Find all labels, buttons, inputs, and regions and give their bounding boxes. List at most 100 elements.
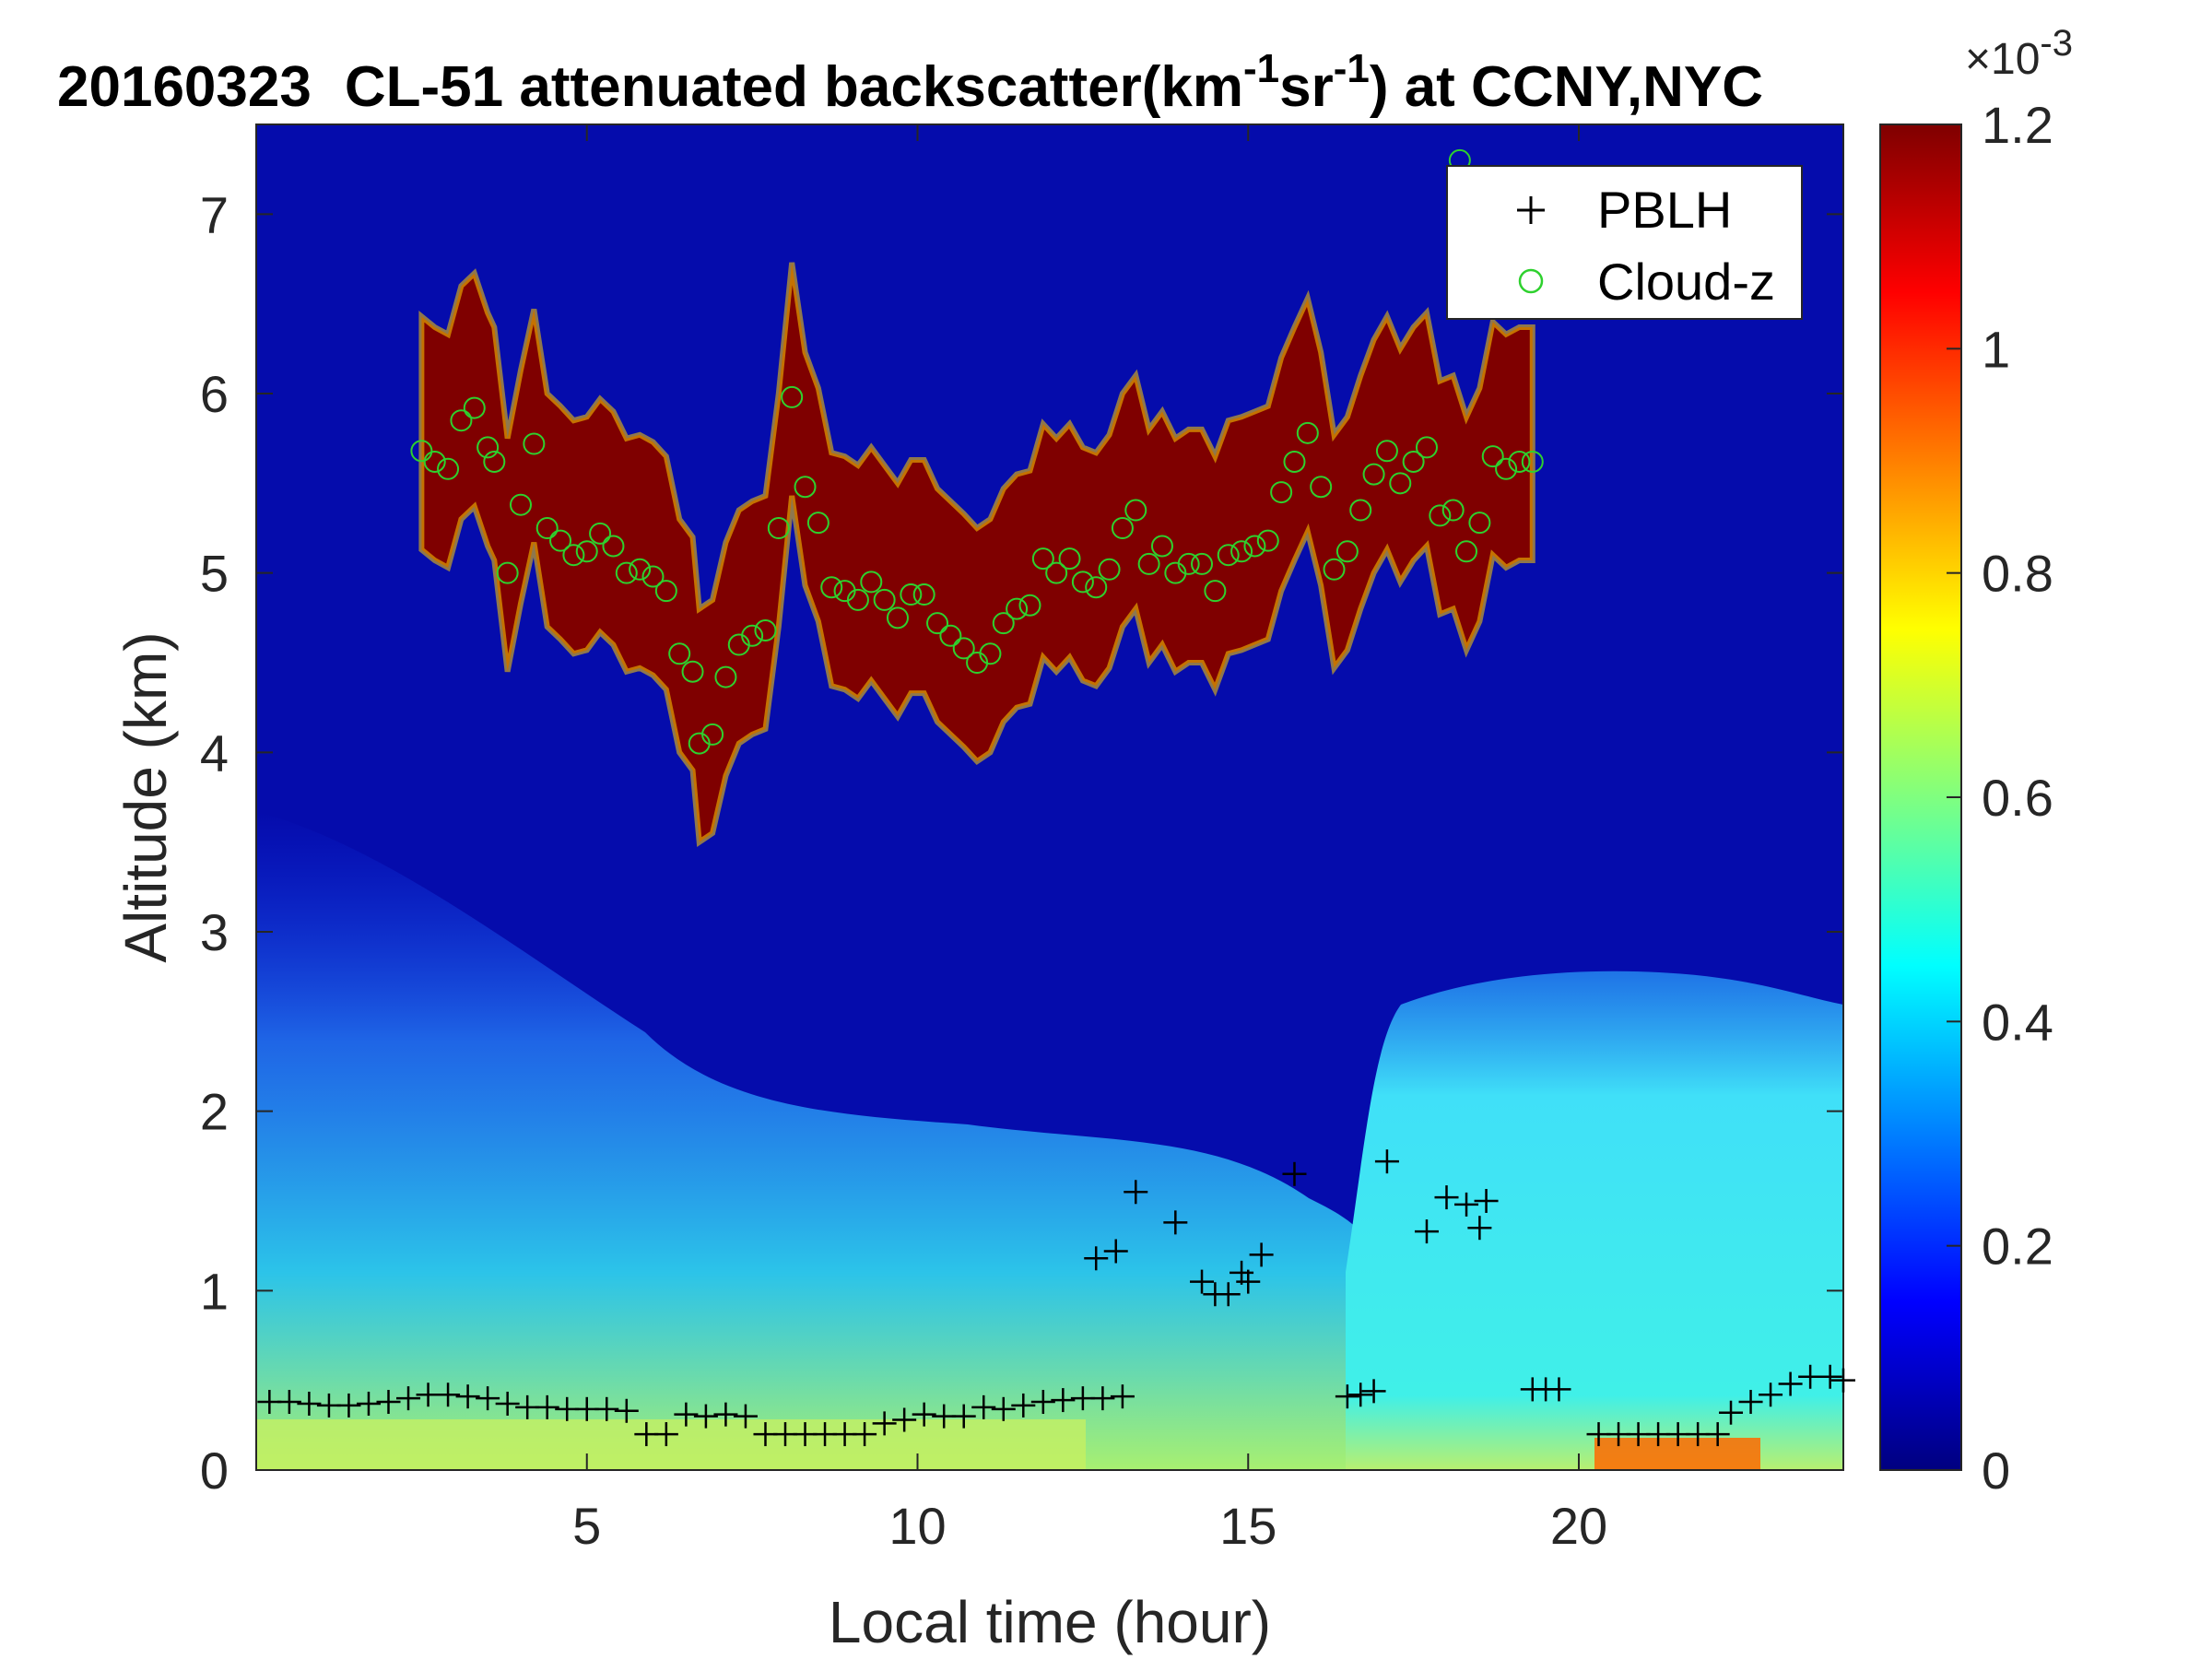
afternoon-aerosol-layer (1346, 971, 1843, 1470)
cloud-z-point (1256, 529, 1279, 552)
x-axis-label: Local time (hour) (829, 1589, 1271, 1655)
cloud-z-point (450, 409, 473, 432)
cloud-z-point (1468, 512, 1491, 535)
cloud-z-point (714, 665, 737, 688)
x-tick-label: 5 (572, 1497, 601, 1555)
pblh-point (1434, 1185, 1459, 1210)
pblh-point (1216, 1282, 1241, 1307)
cloud-z-point (1335, 540, 1359, 563)
pblh-point (1084, 1246, 1109, 1271)
pblh-point (356, 1391, 381, 1416)
cloud-z-point (1191, 552, 1214, 575)
cloud-z-point (562, 544, 585, 567)
pblh-point (1467, 1216, 1492, 1241)
x-tick-label: 10 (888, 1497, 946, 1555)
pblh-point (733, 1404, 758, 1429)
y-tick-label: 6 (200, 365, 229, 423)
y-tick-label: 4 (200, 724, 229, 782)
cloud-z-point (900, 583, 923, 606)
cloud-z-point (1098, 558, 1121, 581)
cloud-z-point (535, 517, 559, 539)
y-tick-label: 5 (200, 545, 229, 603)
cloud-z-point (860, 571, 883, 594)
pblh-point (1163, 1210, 1188, 1235)
legend-pblh-marker (1517, 196, 1545, 224)
pblh-point (1051, 1388, 1076, 1413)
title-main: CL-51 attenuated backscatter(km (345, 55, 1243, 119)
pblh-point (1547, 1377, 1571, 1402)
cloud-z-point (423, 450, 446, 473)
cloud-z-point (1006, 597, 1029, 620)
pblh-point (693, 1404, 718, 1429)
cloud-z-point (820, 576, 843, 599)
cloud-z-point (1429, 504, 1452, 527)
pblh-point (1759, 1382, 1783, 1407)
chart-title: 20160323 CL-51 attenuated backscatter(km -… (57, 46, 1763, 119)
cloud-z-point (496, 561, 519, 584)
colorbar-tick-label: 1.2 (1982, 96, 2053, 154)
pblh-point (1374, 1149, 1399, 1174)
cloud-z-point (410, 440, 433, 463)
cloud-z-point (939, 624, 962, 647)
cloud-z-series (410, 148, 1544, 755)
cloud-z-point (912, 583, 935, 606)
pblh-point (276, 1390, 301, 1415)
pblh-point (653, 1422, 678, 1447)
cloud-z-point (794, 476, 817, 499)
surface-layer-warm (256, 1419, 1086, 1470)
title-exp2: -1 (1334, 46, 1370, 91)
pblh-point (1090, 1386, 1115, 1411)
title-date: 20160323 (57, 55, 312, 119)
pblh-point (1831, 1368, 1855, 1393)
pblh-point (1474, 1189, 1499, 1213)
pblh-point (951, 1404, 976, 1429)
pblh-point (1778, 1371, 1803, 1396)
cloud-z-point (1031, 547, 1054, 571)
colorbar-tick-label: 0 (1982, 1441, 2010, 1500)
cloud-z-point (1150, 535, 1173, 558)
cloud-z-point (1283, 450, 1306, 473)
cloud-z-point (701, 723, 724, 746)
pblh-point (1124, 1180, 1148, 1205)
x-tick-label: 20 (1550, 1497, 1607, 1555)
cloud-z-point (575, 540, 598, 563)
y-tick-label: 3 (200, 903, 229, 961)
cloud-z-point (1243, 535, 1266, 558)
legend-pblh-label: PBLH (1597, 181, 1732, 239)
colorbar-exponent-base: ×10 (1965, 35, 2040, 84)
cloud-z-point (1481, 445, 1504, 468)
cloud-z-point (846, 588, 869, 611)
cloud-z-point (1310, 476, 1333, 499)
cloud-z-point (1521, 450, 1544, 473)
cloud-z-point (1415, 436, 1438, 459)
pblh-series (257, 1149, 1855, 1447)
cloud-z-point (629, 558, 652, 581)
legend-cloud-label: Cloud-z (1597, 253, 1775, 311)
pblh-point (1249, 1242, 1274, 1267)
cloud-z-point (615, 561, 638, 584)
cloud-z-point (1137, 552, 1160, 575)
pblh-point (436, 1382, 461, 1407)
pblh-point (971, 1394, 996, 1419)
colorbar-exponent-power: -3 (2040, 23, 2073, 64)
cloud-z-point (1349, 499, 1372, 522)
cloud-z-point (1375, 440, 1398, 463)
colorbar-exponent: ×10-3 (1965, 23, 2073, 84)
pblh-point (1738, 1390, 1763, 1415)
pblh-point (297, 1391, 322, 1416)
pblh-point (476, 1386, 500, 1411)
cloud-z-point (1230, 540, 1253, 563)
cloud-z-point (1508, 450, 1531, 473)
colorbar-tick-label: 0.8 (1982, 545, 2053, 603)
pblh-point (614, 1398, 639, 1423)
cloud-z-point (681, 660, 704, 683)
colorbar-tick-label: 0.6 (1982, 769, 2053, 827)
cloud-z-point (741, 624, 764, 647)
cloud-z-point (873, 588, 896, 611)
cloud-z-point (463, 396, 486, 419)
y-tick-label: 1 (200, 1262, 229, 1320)
y-tick-label: 2 (200, 1083, 229, 1141)
pblh-point (376, 1390, 401, 1415)
cloud-z-point (1204, 580, 1227, 603)
cloud-z-point (952, 637, 975, 660)
